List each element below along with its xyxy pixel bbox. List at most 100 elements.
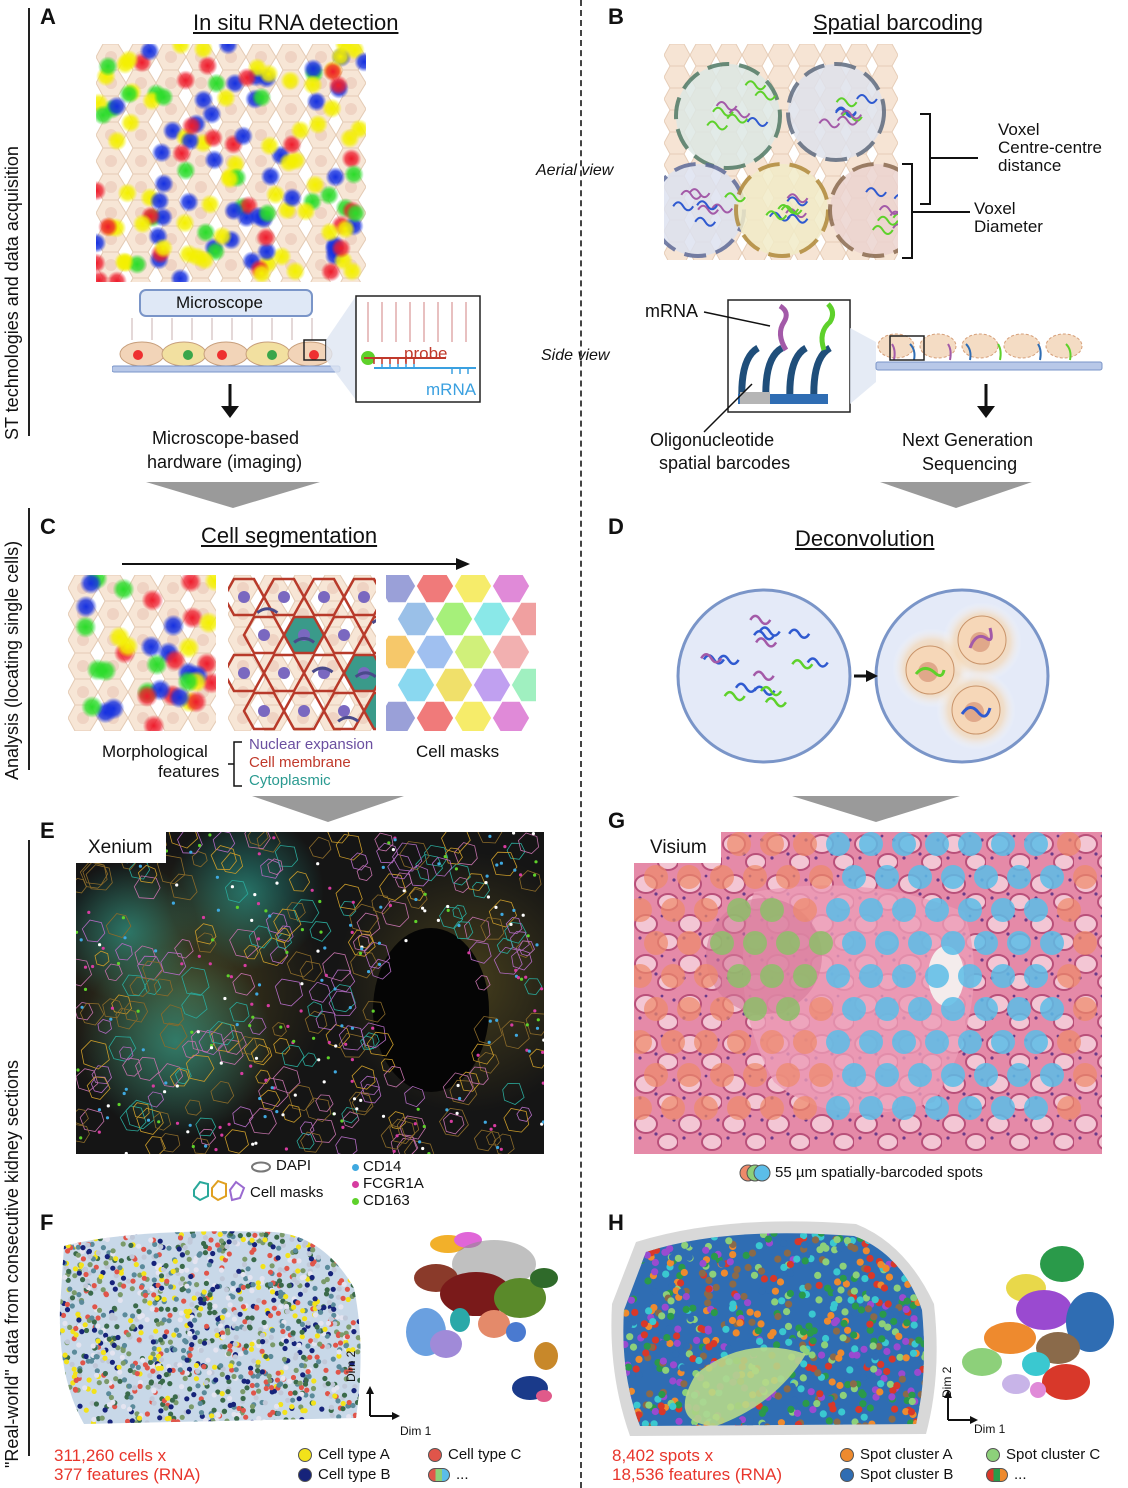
tissue-point: [122, 1312, 128, 1318]
tissue-point: [104, 1254, 110, 1260]
tissue-point: [183, 1339, 189, 1345]
tissue-point: [291, 1231, 297, 1236]
cell-mask-outline: [388, 1111, 406, 1130]
cell-mask-outline: [142, 960, 164, 981]
fluorescent-spot: [98, 56, 118, 77]
cell-mask-outline: [404, 1140, 435, 1154]
tissue-point: [191, 1392, 197, 1398]
tissue-point: [136, 1308, 142, 1314]
transcript-dot: [486, 895, 490, 899]
tissue-point: [312, 1312, 318, 1318]
tissue-point: [832, 1327, 841, 1335]
barcoded-spot: [743, 1063, 767, 1087]
tissue-point: [277, 1289, 284, 1295]
tissue-point: [89, 1241, 95, 1247]
cell-mask-outline: [376, 842, 399, 864]
tissue-point: [76, 1317, 82, 1323]
tissue-point: [321, 1231, 327, 1236]
transcript-dot: [80, 1005, 84, 1009]
transcript-dot: [323, 946, 327, 950]
transcript-dot: [186, 1130, 190, 1134]
transcript-dot: [344, 1042, 348, 1046]
oligo-line-1: Oligonucleotide: [650, 430, 775, 450]
tissue-point: [885, 1223, 892, 1230]
tissue-point: [73, 1377, 79, 1383]
tissue-point: [54, 1372, 58, 1377]
tissue-point: [148, 1237, 154, 1243]
tissue-point: [83, 1407, 89, 1413]
fluorescent-spot: [107, 271, 127, 282]
spatial-barcoding-side: [727, 299, 1103, 413]
transcript-dot: [371, 1009, 375, 1013]
cell-mask-outline: [383, 1065, 405, 1088]
cell-mask-outline: [81, 919, 106, 943]
tissue-point: [164, 1416, 170, 1422]
cell-mask-outline: [272, 1022, 287, 1037]
tissue-point: [794, 1420, 802, 1426]
tissue-point: [640, 1233, 648, 1234]
tissue-point: [905, 1246, 913, 1254]
fluorescent-spot: [285, 261, 306, 282]
tissue-point: [340, 1295, 346, 1301]
tissue-point: [683, 1342, 691, 1350]
mrna-squiggle: [768, 211, 791, 222]
cell-mask-outline: [244, 832, 271, 850]
cell-mask-outline: [473, 1129, 497, 1152]
cell-mask-outline: [379, 873, 407, 901]
tissue-point: [786, 1260, 794, 1268]
transcript-dot: [223, 996, 227, 1001]
transcript-dot: [536, 1018, 540, 1022]
tissue-point: [153, 1307, 159, 1313]
tissue-point: [109, 1350, 116, 1356]
cell-mask-outline: [91, 1065, 112, 1085]
tissue-point: [710, 1252, 719, 1260]
barcoded-spot: [694, 964, 718, 988]
nuclear-label: Nuclear expansion: [249, 736, 374, 753]
tissue-point: [835, 1296, 843, 1304]
tissue-point: [783, 1385, 791, 1393]
tissue-point: [802, 1399, 810, 1407]
marker-fcgr1a-label: FCGR1A: [363, 1175, 424, 1192]
tissue-point: [907, 1408, 916, 1416]
tissue-point: [109, 1280, 115, 1286]
fluorescent-spot: [117, 183, 138, 204]
tissue-point: [180, 1347, 187, 1354]
tissue-point: [361, 1359, 364, 1364]
tissue-point: [336, 1261, 342, 1267]
tissue-point: [798, 1291, 806, 1299]
tissue-point: [210, 1419, 216, 1424]
transcript-dot: [333, 987, 337, 991]
barcoded-spot: [1057, 1030, 1081, 1054]
transcript-dot: [256, 902, 261, 906]
cell-mask-outline: [260, 1089, 281, 1110]
mrna-squiggle: [764, 697, 787, 708]
tissue-point: [920, 1340, 924, 1348]
tissue-point: [289, 1404, 295, 1410]
transcript-dot: [316, 949, 320, 953]
tissue-point: [320, 1242, 326, 1248]
tissue-point: [184, 1267, 190, 1273]
transcript-dot: [494, 905, 498, 909]
tissue-point: [156, 1374, 162, 1380]
tissue-point: [100, 1287, 106, 1293]
tissue-point: [243, 1349, 249, 1355]
cell-mask-outline: [265, 912, 288, 934]
tissue-point: [67, 1286, 73, 1292]
xenium-label: Xenium: [76, 832, 167, 863]
barcoded-spot: [677, 865, 701, 889]
tissue-point: [339, 1252, 345, 1258]
tissue-point: [145, 1384, 151, 1390]
tissue-point: [277, 1293, 283, 1299]
transcript-dot: [164, 1081, 168, 1085]
tissue-point: [352, 1412, 358, 1418]
barcoded-spot: [958, 964, 982, 988]
tissue-point: [299, 1334, 305, 1340]
transcript-dot: [326, 1056, 330, 1060]
transcript-dot: [188, 1123, 192, 1127]
tissue-point: [291, 1273, 297, 1279]
cell-mask-outline: [468, 941, 492, 964]
tissue-point: [214, 1284, 220, 1290]
cell-mask-outline: [115, 943, 133, 961]
transcript-dot: [312, 1036, 316, 1040]
nuclear-expansion: [311, 666, 334, 674]
